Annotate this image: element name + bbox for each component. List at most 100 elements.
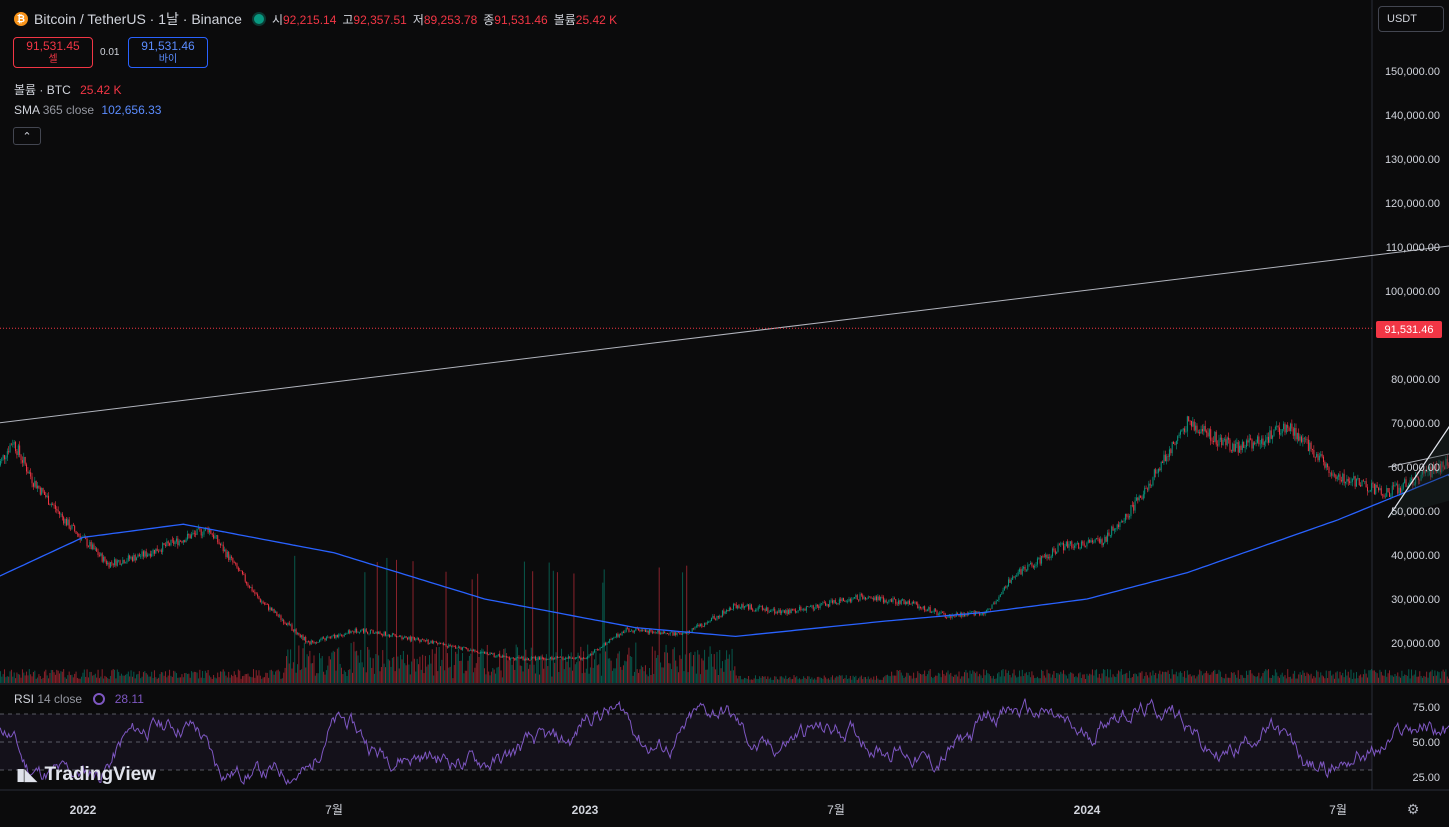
volume-bar	[109, 675, 111, 683]
candle-body	[903, 599, 905, 605]
volume-bar	[566, 661, 568, 683]
ohlc-volume: 볼륨25.42 K	[554, 11, 617, 28]
time-tick-label: 7월	[1329, 803, 1347, 817]
volume-bar	[1221, 676, 1223, 683]
candle-body	[345, 634, 347, 635]
volume-bar	[1310, 673, 1312, 683]
candle-body	[1240, 445, 1242, 451]
volume-bar	[206, 672, 208, 683]
volume-bar	[1069, 672, 1071, 683]
volume-bar	[1017, 676, 1019, 683]
sma-legend[interactable]: SMA 365 close 102,656.33	[14, 103, 161, 117]
candle-body	[60, 513, 62, 515]
volume-bar	[107, 678, 109, 683]
candle-body	[369, 629, 371, 634]
candle-body	[433, 641, 435, 644]
volume-bar	[380, 667, 382, 683]
volume-bar	[1115, 676, 1117, 683]
volume-bar	[240, 678, 242, 683]
volume-bar	[283, 672, 285, 683]
symbol-header[interactable]: ₿ Bitcoin / TetherUS · 1날 · Binance 시92,…	[14, 9, 623, 29]
volume-bar	[852, 675, 854, 683]
candle-body	[251, 586, 253, 592]
volume-bar	[258, 670, 260, 683]
sell-button[interactable]: 91,531.45 셀	[13, 37, 93, 68]
candle-body	[372, 630, 374, 634]
candle-body	[408, 636, 410, 640]
candle-body	[1324, 461, 1326, 468]
volume-bar	[735, 675, 737, 683]
candle-body	[951, 614, 953, 618]
candle-body	[1052, 548, 1054, 557]
volume-bar	[181, 674, 183, 683]
volume-bar	[383, 663, 385, 683]
volume-bar	[1274, 669, 1276, 683]
candle-body	[398, 636, 400, 638]
volume-bar	[844, 678, 846, 683]
volume-bar	[424, 655, 426, 683]
rsi-refresh-icon	[93, 693, 106, 705]
volume-bar	[723, 671, 725, 683]
volume-bar	[12, 676, 14, 683]
volume-bar	[79, 678, 81, 683]
volume-bar	[752, 679, 754, 683]
candle-body	[589, 653, 591, 656]
volume-bar	[228, 671, 230, 683]
settings-gear-icon[interactable]: ⚙	[1406, 800, 1420, 817]
candle-body	[107, 562, 109, 565]
candle-body	[217, 535, 219, 543]
candle-body	[34, 480, 36, 487]
volume-bar	[1277, 676, 1279, 683]
buy-button[interactable]: 91,531.46 바이	[128, 37, 208, 68]
symbol-title[interactable]: Bitcoin / TetherUS · 1날 · Binance	[34, 11, 242, 27]
volume-bar	[1179, 671, 1181, 683]
volume-bar	[1177, 676, 1179, 683]
candle-body	[1398, 487, 1400, 494]
candle-body	[1196, 425, 1198, 433]
candle-body	[789, 609, 791, 614]
candle-body	[1115, 528, 1117, 530]
volume-bar	[1083, 674, 1085, 683]
volume-bar	[1262, 673, 1264, 683]
volume-bar	[19, 674, 21, 683]
candle-body	[126, 560, 128, 563]
collapse-legend-button[interactable]: ⌃	[13, 127, 41, 145]
candle-body	[720, 616, 722, 617]
candle-body	[555, 656, 557, 659]
drawings[interactable]	[0, 36, 1449, 518]
candle-body	[440, 643, 442, 644]
candle-body	[739, 607, 741, 609]
volume-bar	[82, 672, 84, 683]
price-tick-label: 100,000.00	[1385, 286, 1440, 298]
candle-body	[144, 551, 146, 557]
candle-body	[380, 634, 382, 635]
volume-bar	[910, 675, 912, 683]
candle-body	[118, 560, 120, 561]
volume-bar	[649, 667, 651, 683]
volume-legend[interactable]: 볼륨 · BTC 25.42 K	[14, 81, 121, 98]
currency-selector[interactable]: USDT	[1378, 6, 1444, 32]
volume-bar	[1104, 669, 1106, 683]
volume-bar	[1325, 670, 1327, 683]
candle-body	[694, 626, 696, 629]
volume-bar	[1068, 673, 1070, 683]
candle-body	[554, 658, 556, 659]
candle-body	[679, 632, 681, 634]
volume-bar	[462, 653, 464, 683]
volume-bar	[622, 665, 624, 683]
ohlc-low: 저89,253.78	[413, 11, 477, 28]
candle-body	[1031, 562, 1033, 566]
candle-body	[1281, 429, 1283, 434]
candle-body	[1049, 557, 1051, 558]
candle-body	[1368, 490, 1370, 492]
candle-body	[632, 630, 634, 633]
volume-bar	[423, 673, 425, 683]
candle-body	[13, 442, 15, 445]
volume-bar	[1032, 675, 1034, 683]
volume-bar	[705, 669, 707, 683]
volume-bar	[1188, 674, 1190, 683]
volume-bar	[393, 656, 395, 683]
rsi-legend[interactable]: RSI 14 close 28.11	[14, 692, 144, 706]
volume-bar	[1210, 674, 1212, 683]
